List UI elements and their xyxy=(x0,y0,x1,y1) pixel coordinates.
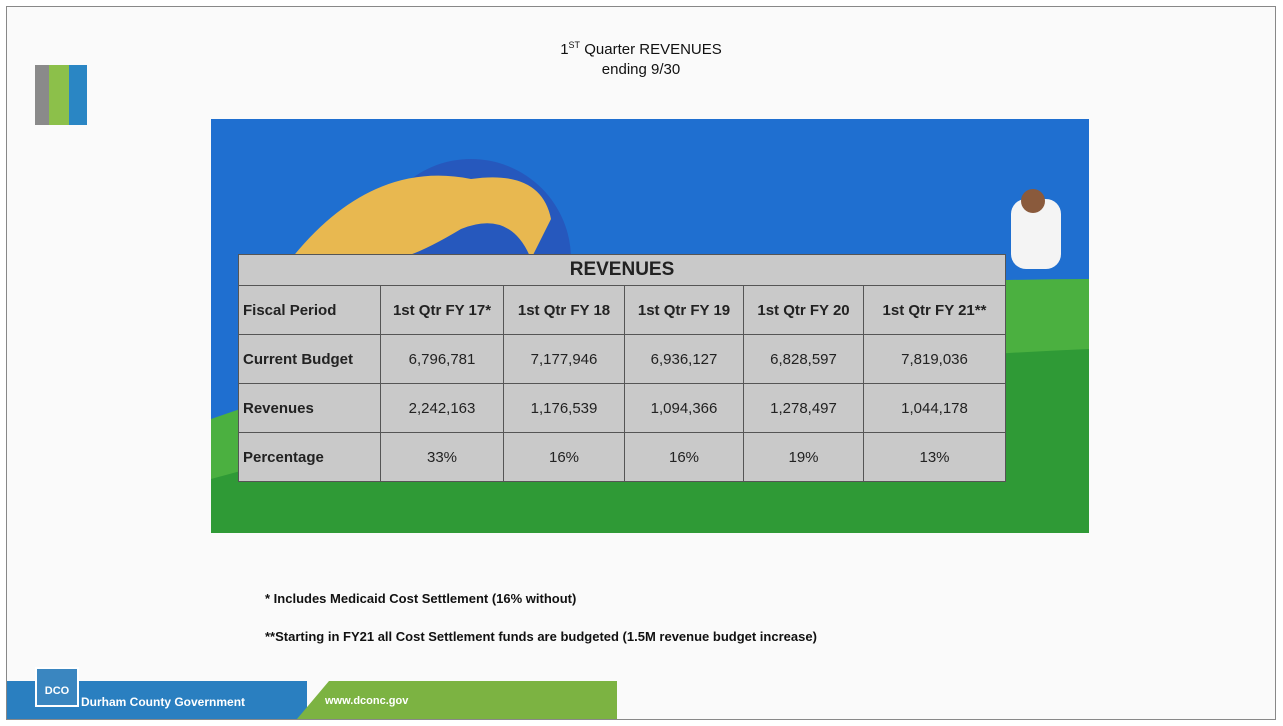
title-text: Quarter REVENUES xyxy=(584,41,722,58)
table-title: REVENUES xyxy=(238,254,1006,286)
table-row: Percentage 33% 16% 16% 19% 13% xyxy=(238,432,1006,482)
table-cell: 6,936,127 xyxy=(624,334,744,384)
website: www.dconc.gov xyxy=(325,695,409,707)
table-cell: Current Budget xyxy=(238,334,381,384)
subtitle: ending 9/30 xyxy=(601,61,681,78)
table-cell: 1,278,497 xyxy=(743,383,864,433)
table-row: Current Budget 6,796,781 7,177,946 6,936,12… xyxy=(238,334,1006,384)
table-cell: 2,242,163 xyxy=(380,383,504,433)
column-header: 1st Qtr FY 17* xyxy=(380,285,504,335)
footer-green xyxy=(297,681,617,719)
bar-green xyxy=(49,65,69,125)
table-cell: 7,819,036 xyxy=(863,334,1006,384)
table-cell: 6,796,781 xyxy=(380,334,504,384)
bar-gray xyxy=(35,65,49,125)
note: * Includes Medicaid Cost Settlement (16%… xyxy=(265,591,577,606)
table-cell: 13% xyxy=(863,432,1006,482)
column-header: 1st Qtr FY 18 xyxy=(503,285,625,335)
slide: 1ST Quarter REVENUES ending 9/30 REVENUE… xyxy=(6,6,1276,720)
title: 1ST Quarter REVENUES ending 9/30 xyxy=(7,35,1275,80)
table-cell: 33% xyxy=(380,432,504,482)
organization: Durham County Government xyxy=(81,695,246,709)
logo: DCO xyxy=(35,667,79,707)
column-header: 1st Qtr FY 21** xyxy=(863,285,1006,335)
table-cell: 6,828,597 xyxy=(743,334,864,384)
table-cell: 1,094,366 xyxy=(624,383,744,433)
table-cell: Revenues xyxy=(238,383,381,433)
table-row: Revenues 2,242,163 1,176,539 1,094,366 1,278… xyxy=(238,383,1006,433)
table-cell: 1,176,539 xyxy=(503,383,625,433)
table-cell: 1,044,178 xyxy=(863,383,1006,433)
column-header: 1st Qtr FY 19 xyxy=(624,285,744,335)
table-cell: 19% xyxy=(743,432,864,482)
revenue-table: REVENUES Fiscal Period 1st Qtr FY 17* 1st … xyxy=(238,254,1006,482)
bar-blue xyxy=(69,65,87,125)
column-header: Fiscal Period xyxy=(238,285,381,335)
table-row: Fiscal Period 1st Qtr FY 17* 1st Qtr FY 18… xyxy=(238,285,1006,335)
title-number: 1 xyxy=(560,41,569,58)
title-suffix: ST xyxy=(568,40,581,50)
table-cell: 7,177,946 xyxy=(503,334,625,384)
note: **Starting in FY21 all Cost Settlement f… xyxy=(265,629,817,644)
table-cell: 16% xyxy=(503,432,625,482)
table-cell: Percentage xyxy=(238,432,381,482)
table-cell: 16% xyxy=(624,432,744,482)
column-header: 1st Qtr FY 20 xyxy=(743,285,864,335)
